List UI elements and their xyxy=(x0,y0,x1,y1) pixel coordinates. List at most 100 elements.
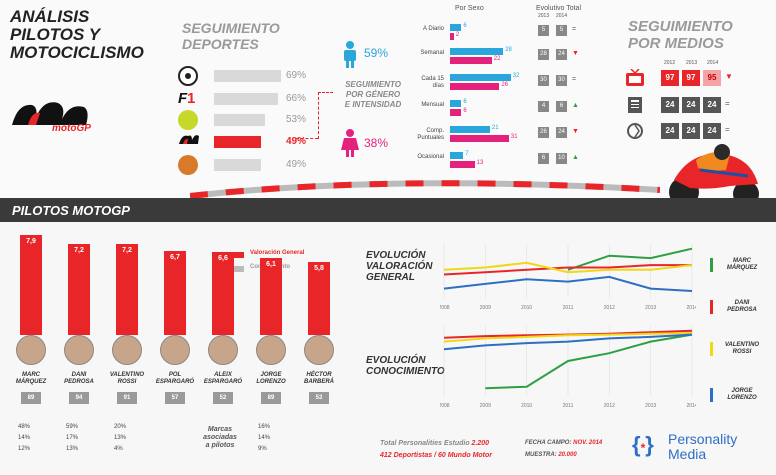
footer-muestra: MUESTRA: 20.000 xyxy=(525,452,577,458)
brand-share: 59% xyxy=(66,424,79,430)
freq-bar-female xyxy=(450,83,500,90)
series-line xyxy=(443,275,693,292)
media-value: 24 xyxy=(661,97,679,113)
pilot-knowledge: 52 xyxy=(213,392,233,404)
media-year: 2013 xyxy=(686,60,698,66)
pilot-first-name: JORGE xyxy=(260,372,282,378)
legend-first-name: VALENTINO xyxy=(724,342,760,348)
pilot-score: 5,8 xyxy=(314,264,324,272)
evo-value: 5 xyxy=(538,25,549,36)
soccer-ball-icon xyxy=(178,66,198,86)
pilot-bar xyxy=(260,258,282,335)
legend-last-name: MÁRQUEZ xyxy=(726,265,758,271)
chart-title-line: CONOCIMIENTO xyxy=(366,366,445,377)
media-value: 95 xyxy=(703,70,721,86)
sports-title-line: SEGUIMIENTO xyxy=(182,20,280,36)
pilot-avatar xyxy=(160,335,190,365)
tennis-ball-icon xyxy=(178,110,198,130)
male-pct: 59% xyxy=(364,46,389,60)
gender-title-line: SEGUIMIENTO xyxy=(345,80,401,89)
trend-icon: ▼ xyxy=(572,128,579,135)
brands-label-line: asociadas xyxy=(203,434,237,441)
trend-icon: = xyxy=(572,76,577,83)
series-line xyxy=(443,261,693,274)
x-tick-label: 2010 xyxy=(521,403,532,409)
x-tick-label: 2009 xyxy=(480,403,491,409)
freq-label: Ocasional xyxy=(417,154,444,160)
footer-total-value: 2.200 xyxy=(471,440,490,447)
pilot-knowledge: 94 xyxy=(69,392,89,404)
svg-text:1: 1 xyxy=(187,90,195,107)
svg-text:F: F xyxy=(178,90,188,107)
freq-bar-female xyxy=(450,135,509,142)
x-tick-label: 2012 xyxy=(604,305,615,311)
x-tick-label: 2011 xyxy=(563,403,574,409)
trend-icon: ▼ xyxy=(725,72,733,81)
freq-value-female: 13 xyxy=(476,160,484,166)
pilot-first-name: MARC xyxy=(22,372,40,378)
personality-logo-icon: {*} xyxy=(632,432,654,457)
pilot-last-name: BARBERÁ xyxy=(304,379,334,385)
freq-header-evo: Evolutivo Total xyxy=(536,5,582,12)
sport-bar-highlight xyxy=(214,136,261,148)
evo-value: 10 xyxy=(556,153,567,164)
pilot-first-name: HÉCTOR xyxy=(306,372,332,378)
series-line xyxy=(443,333,693,351)
evo-value: 24 xyxy=(556,127,567,138)
top-section xyxy=(0,0,776,200)
tv-icon xyxy=(625,68,645,87)
footer-deportistas: 412 Deportistas / 60 Mundo Motor xyxy=(380,452,493,459)
pilot-knowledge: 91 xyxy=(117,392,137,404)
female-pct: 38% xyxy=(364,136,389,150)
footer-muestra-label: MUESTRA: xyxy=(525,452,557,458)
pilot-avatar xyxy=(64,335,94,365)
sport-bar xyxy=(214,93,278,105)
freq-value-female: 2 xyxy=(455,32,460,38)
series-line xyxy=(567,247,693,271)
freq-value-female: 6 xyxy=(463,108,467,114)
freq-bar-male xyxy=(450,24,462,31)
connector-line xyxy=(318,92,319,139)
legend-first-name: MARC xyxy=(733,258,751,264)
pilots-title: PILOTOS MOTOGP xyxy=(12,203,130,218)
pilot-last-name: ROSSI xyxy=(117,379,137,385)
pilot-avatar xyxy=(256,335,286,365)
freq-row: Semanal 28 22 28 24 ▼ xyxy=(410,46,605,68)
sport-bar xyxy=(214,159,261,171)
sport-bar xyxy=(214,114,265,126)
x-tick-label: 2013 xyxy=(645,305,656,311)
legend-valoracion: Valoración General xyxy=(250,250,305,256)
x-tick-label: 2014 xyxy=(686,305,696,311)
brand-share: 13% xyxy=(114,435,127,441)
pilot-bar xyxy=(212,251,234,335)
media-value: 24 xyxy=(703,123,721,139)
x-tick-label: 2011 xyxy=(563,305,574,311)
freq-header-sex: Por Sexo xyxy=(455,5,484,12)
x-tick-label: 2008 xyxy=(440,305,450,311)
pilot-first-name: DANI xyxy=(71,372,87,378)
legend-first-name: JORGE xyxy=(731,388,753,394)
gender-title-line: POR GÉNERO xyxy=(345,90,401,99)
legend-swatch xyxy=(710,388,713,402)
pilot-avatar xyxy=(208,335,238,365)
freq-value-female: 31 xyxy=(510,134,518,140)
media-value: 24 xyxy=(661,123,679,139)
freq-value-male: 7 xyxy=(465,151,469,157)
chart-val-title: EVOLUCIÓN VALORACIÓN GENERAL xyxy=(366,250,432,283)
brand-share: 4% xyxy=(114,446,123,452)
pilot-knowledge: 53 xyxy=(309,392,329,404)
gender-title: SEGUIMIENTO POR GÉNERO E INTENSIDAD xyxy=(340,80,406,110)
freq-label: Semanal xyxy=(420,50,444,56)
pilot-score: 7,9 xyxy=(26,238,36,246)
legend-last-name: ROSSI xyxy=(732,349,752,355)
pilot-first-name: POL xyxy=(168,372,182,378)
freq-bar-male xyxy=(450,126,490,133)
pilot-name: MARC MÁRQUEZ xyxy=(10,372,52,386)
legend-first-name: DANI xyxy=(734,300,750,306)
chart-valoracion: 2008 2009 2010 2011 2012 2013 2014 xyxy=(440,244,696,311)
evo-value: 6 xyxy=(538,153,549,164)
brand-share: 16% xyxy=(258,424,271,430)
sport-row: 49% xyxy=(178,155,308,175)
freq-row: Mensual 6 6 4 6 ▲ xyxy=(410,98,605,120)
